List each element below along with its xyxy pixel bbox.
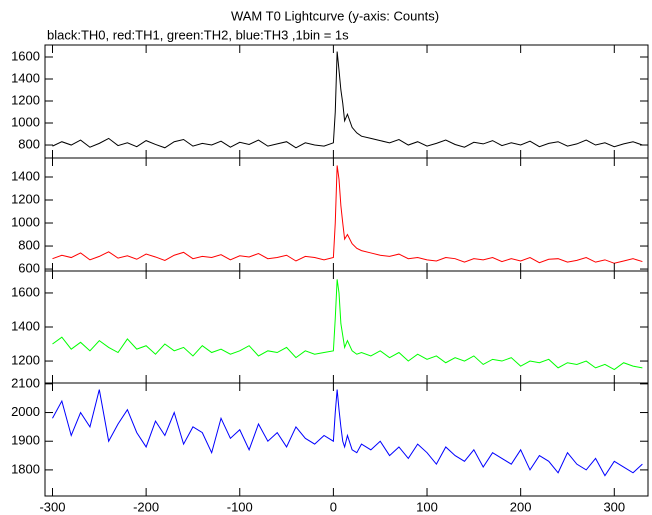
y-tick-label: 1000 xyxy=(11,114,40,129)
x-tick-label: 200 xyxy=(510,499,532,514)
chart-subtitle: black:TH0, red:TH1, green:TH2, blue:TH3 … xyxy=(47,27,349,42)
x-tick-label: 0 xyxy=(330,499,337,514)
y-tick-label: 1600 xyxy=(11,48,40,63)
x-tick-label: 300 xyxy=(603,499,625,514)
y-tick-label: 2000 xyxy=(11,404,40,419)
y-tick-label: 2100 xyxy=(11,375,40,390)
y-tick-label: 1200 xyxy=(11,92,40,107)
y-tick-label: 1600 xyxy=(11,284,40,299)
y-tick-label: 1000 xyxy=(11,214,40,229)
light-curve xyxy=(52,51,643,149)
y-tick-label: 600 xyxy=(18,260,40,275)
y-tick-label: 1900 xyxy=(11,433,40,448)
y-tick-label: 1400 xyxy=(11,168,40,183)
light-curve xyxy=(52,389,643,477)
panel-frame xyxy=(44,382,649,497)
y-tick-label: 1200 xyxy=(11,191,40,206)
light-curve xyxy=(52,165,643,264)
x-tick-label: 100 xyxy=(416,499,438,514)
y-tick-label: 1800 xyxy=(11,461,40,476)
y-tick-label: 1200 xyxy=(11,352,40,367)
light-curve xyxy=(52,279,643,371)
chart-title: WAM T0 Lightcurve (y-axis: Counts) xyxy=(231,8,439,23)
x-tick-label: -100 xyxy=(227,499,253,514)
x-tick-label: -300 xyxy=(39,499,65,514)
x-tick-label: -200 xyxy=(133,499,159,514)
y-tick-label: 1400 xyxy=(11,318,40,333)
y-tick-label: 800 xyxy=(18,136,40,151)
y-tick-label: 800 xyxy=(18,237,40,252)
y-tick-label: 1400 xyxy=(11,70,40,85)
